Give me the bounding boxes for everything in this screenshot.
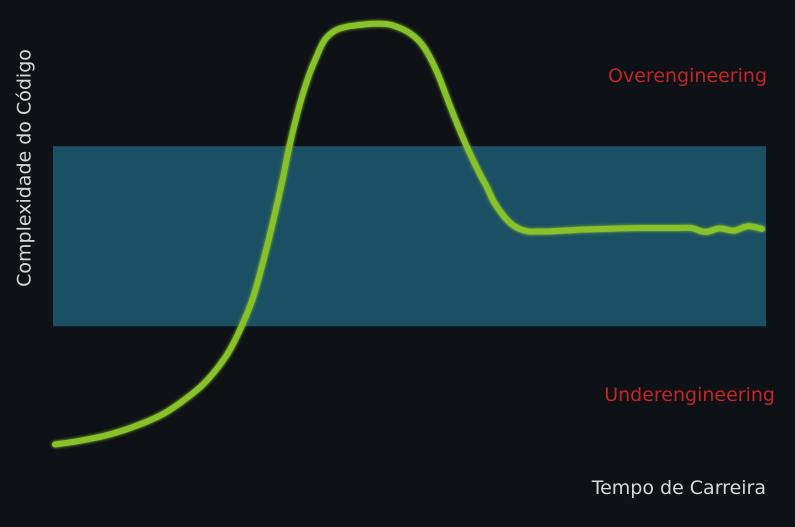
y-axis-label: Complexidade do Código bbox=[14, 49, 36, 287]
optimal-band bbox=[53, 146, 766, 327]
career-complexity-line bbox=[52, 20, 765, 448]
overengineering-annotation: Overengineering bbox=[608, 65, 767, 87]
underengineering-annotation: Underengineering bbox=[604, 384, 775, 406]
x-axis-label: Tempo de Carreira bbox=[591, 477, 766, 499]
